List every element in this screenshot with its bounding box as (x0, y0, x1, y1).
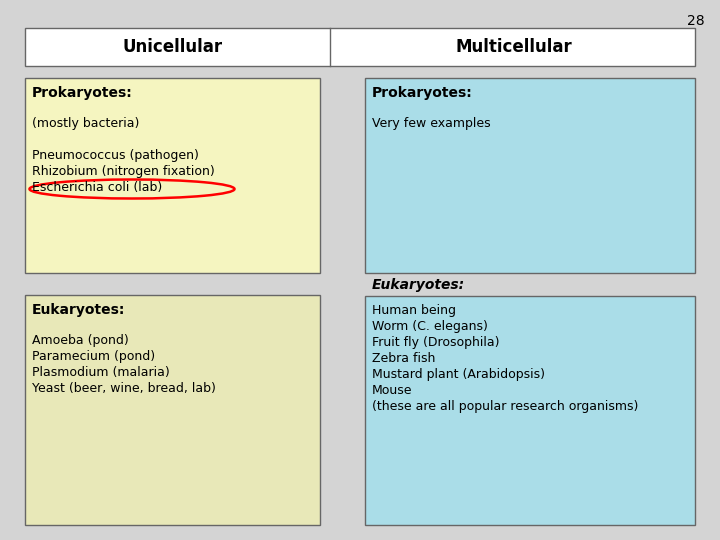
Text: Escherichia coli (lab): Escherichia coli (lab) (32, 181, 162, 194)
FancyBboxPatch shape (25, 295, 320, 525)
Text: (these are all popular research organisms): (these are all popular research organism… (372, 400, 639, 413)
Text: Pneumococcus (pathogen): Pneumococcus (pathogen) (32, 149, 199, 162)
Text: Plasmodium (malaria): Plasmodium (malaria) (32, 366, 170, 379)
FancyBboxPatch shape (25, 78, 320, 273)
Text: Yeast (beer, wine, bread, lab): Yeast (beer, wine, bread, lab) (32, 382, 216, 395)
Text: Zebra fish: Zebra fish (372, 352, 436, 365)
Text: Rhizobium (nitrogen fixation): Rhizobium (nitrogen fixation) (32, 165, 215, 178)
Text: Human being: Human being (372, 304, 456, 317)
Text: Multicellular: Multicellular (456, 38, 572, 56)
FancyBboxPatch shape (365, 296, 695, 525)
Text: Amoeba (pond): Amoeba (pond) (32, 334, 129, 347)
Text: Eukaryotes:: Eukaryotes: (372, 278, 465, 292)
Text: Worm (C. elegans): Worm (C. elegans) (372, 320, 488, 333)
FancyBboxPatch shape (25, 28, 695, 66)
Text: 28: 28 (688, 14, 705, 28)
Text: Very few examples: Very few examples (372, 117, 490, 130)
FancyBboxPatch shape (365, 78, 695, 273)
Text: Fruit fly (Drosophila): Fruit fly (Drosophila) (372, 336, 500, 349)
Text: Unicellular: Unicellular (122, 38, 222, 56)
Text: Paramecium (pond): Paramecium (pond) (32, 350, 155, 363)
Text: Mouse: Mouse (372, 384, 413, 397)
Text: Prokaryotes:: Prokaryotes: (32, 86, 132, 100)
Text: Mustard plant (Arabidopsis): Mustard plant (Arabidopsis) (372, 368, 545, 381)
Text: (mostly bacteria): (mostly bacteria) (32, 117, 140, 130)
Text: Prokaryotes:: Prokaryotes: (372, 86, 473, 100)
Text: Eukaryotes:: Eukaryotes: (32, 303, 125, 317)
